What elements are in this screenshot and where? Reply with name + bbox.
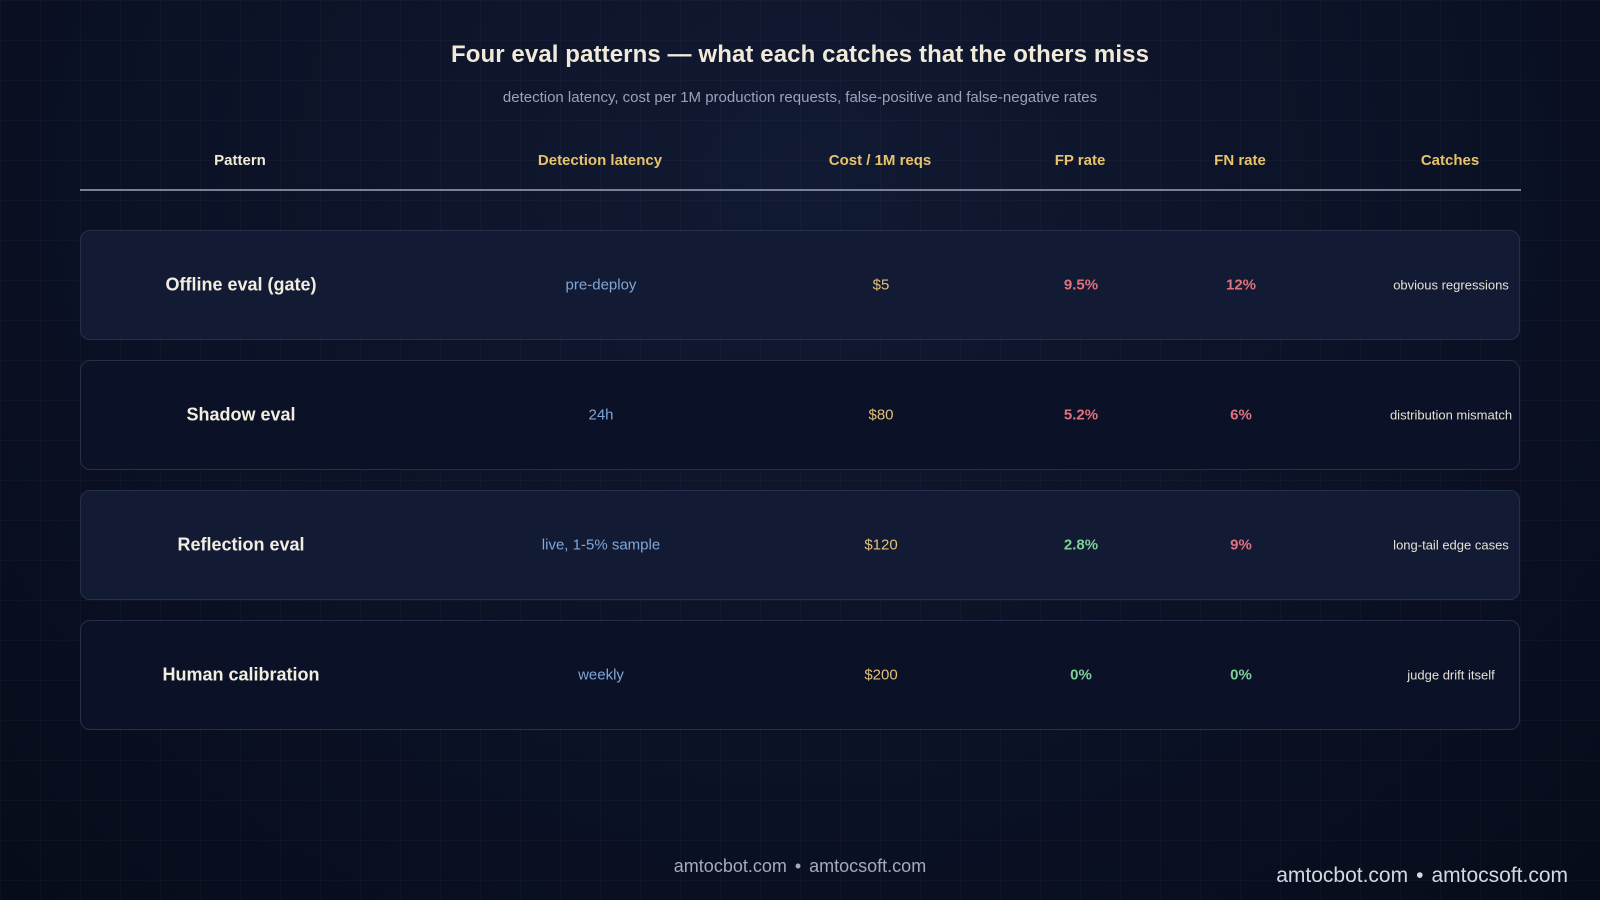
fn-rate: 0% [1230,666,1252,684]
pattern-name: Human calibration [162,664,320,685]
page-title: Four eval patterns — what each catches t… [450,41,1150,68]
watermark-sites: amtocbot.com • amtocsoft.com [1276,864,1568,888]
fn-rate: 9% [1230,536,1252,554]
detection-latency: pre-deploy [565,276,637,294]
catches: judge drift itself [1407,667,1495,683]
column-header-catches: Catches [1420,152,1480,169]
page-subtitle: detection latency, cost per 1M productio… [502,89,1098,106]
footer-sites: amtocbot.com • amtocsoft.com [0,856,1600,877]
catches: long-tail edge cases [1393,537,1509,553]
table-row: Reflection eval live, 1-5% sample $120 2… [80,490,1520,600]
column-header-pattern: Pattern [214,152,266,169]
cost-per-1m: $5 [872,276,890,294]
cost-per-1m: $200 [864,666,898,684]
detection-latency: live, 1-5% sample [541,536,661,554]
fp-rate: 5.2% [1063,406,1099,424]
pattern-name: Offline eval (gate) [165,274,317,295]
footer-separator: • [794,856,802,876]
catches: obvious regressions [1393,277,1509,293]
watermark-site-2[interactable]: amtocsoft.com [1431,864,1568,887]
fp-rate: 2.8% [1063,536,1099,554]
table-row: Offline eval (gate) pre-deploy $5 9.5% 1… [80,230,1520,340]
column-header-cost: Cost / 1M reqs [828,152,932,169]
table-row: Human calibration weekly $200 0% 0% judg… [80,620,1520,730]
column-header-latency: Detection latency [537,152,663,169]
watermark-separator: • [1416,864,1424,887]
catches: distribution mismatch [1389,407,1513,423]
cost-per-1m: $80 [868,406,894,424]
detection-latency: weekly [578,666,624,684]
detection-latency: 24h [588,406,614,424]
column-header-fp-rate: FP rate [1054,152,1106,169]
fn-rate: 12% [1225,276,1257,294]
footer-site-2[interactable]: amtocsoft.com [809,856,927,876]
watermark-site-1[interactable]: amtocbot.com [1276,864,1409,887]
pattern-name: Shadow eval [186,404,296,425]
pattern-name: Reflection eval [177,534,305,555]
column-header-fn-rate: FN rate [1214,152,1266,169]
footer-site-1[interactable]: amtocbot.com [673,856,787,876]
table-row: Shadow eval 24h $80 5.2% 6% distribution… [80,360,1520,470]
fn-rate: 6% [1230,406,1252,424]
cost-per-1m: $120 [864,536,898,554]
fp-rate: 0% [1070,666,1092,684]
fp-rate: 9.5% [1063,276,1099,294]
header-divider [80,189,1521,191]
